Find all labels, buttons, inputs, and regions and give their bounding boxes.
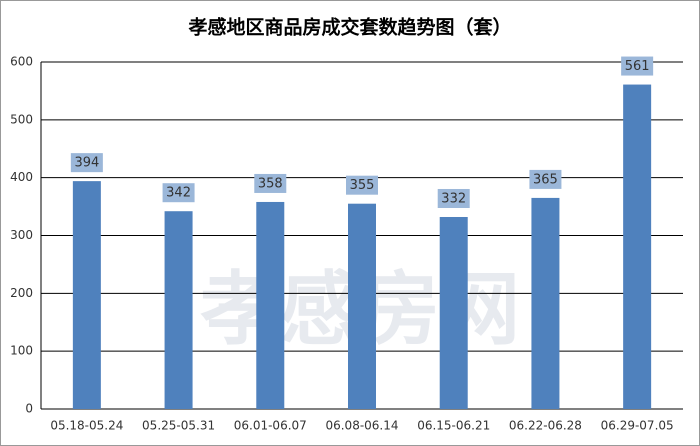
value-label: 332 — [441, 191, 466, 206]
x-tick-label: 05.25-05.31 — [142, 419, 215, 433]
bar — [164, 211, 193, 409]
bar — [439, 216, 468, 409]
value-label-box — [346, 175, 378, 195]
x-tick-label: 06.01-06.07 — [234, 419, 307, 433]
value-label: 394 — [74, 156, 99, 171]
x-tick-label: 05.18-05.24 — [50, 419, 123, 433]
bar — [348, 203, 376, 409]
value-label-box — [254, 173, 287, 193]
chart-title: 孝感地区商品房成交套数趋势图（套） — [188, 16, 511, 39]
value-label-box — [162, 183, 195, 203]
value-label-box — [529, 169, 562, 189]
x-tick-label: 06.08-06.14 — [325, 419, 398, 433]
value-label-box — [621, 56, 654, 76]
y-tick-label: 300 — [10, 228, 33, 242]
y-tick-label: 500 — [10, 112, 33, 126]
value-label-box — [437, 188, 470, 208]
x-tick-label: 06.15-06.21 — [417, 419, 490, 433]
bar — [72, 181, 101, 409]
y-tick-label: 600 — [10, 55, 33, 69]
y-tick-label: 100 — [10, 344, 33, 358]
value-label: 355 — [350, 178, 375, 193]
x-tick-label: 06.29-07.05 — [601, 419, 674, 433]
y-tick-label: 0 — [25, 402, 33, 416]
bar — [256, 201, 285, 409]
value-label: 358 — [258, 176, 283, 191]
value-label: 365 — [533, 172, 558, 187]
y-tick-label: 200 — [10, 286, 33, 300]
x-tick-label: 06.22-06.28 — [509, 419, 582, 433]
value-label-box — [70, 153, 103, 173]
value-label: 342 — [166, 186, 191, 201]
bar — [623, 84, 652, 410]
bar — [531, 197, 560, 409]
y-tick-label: 400 — [10, 170, 33, 184]
value-label: 561 — [625, 59, 650, 74]
